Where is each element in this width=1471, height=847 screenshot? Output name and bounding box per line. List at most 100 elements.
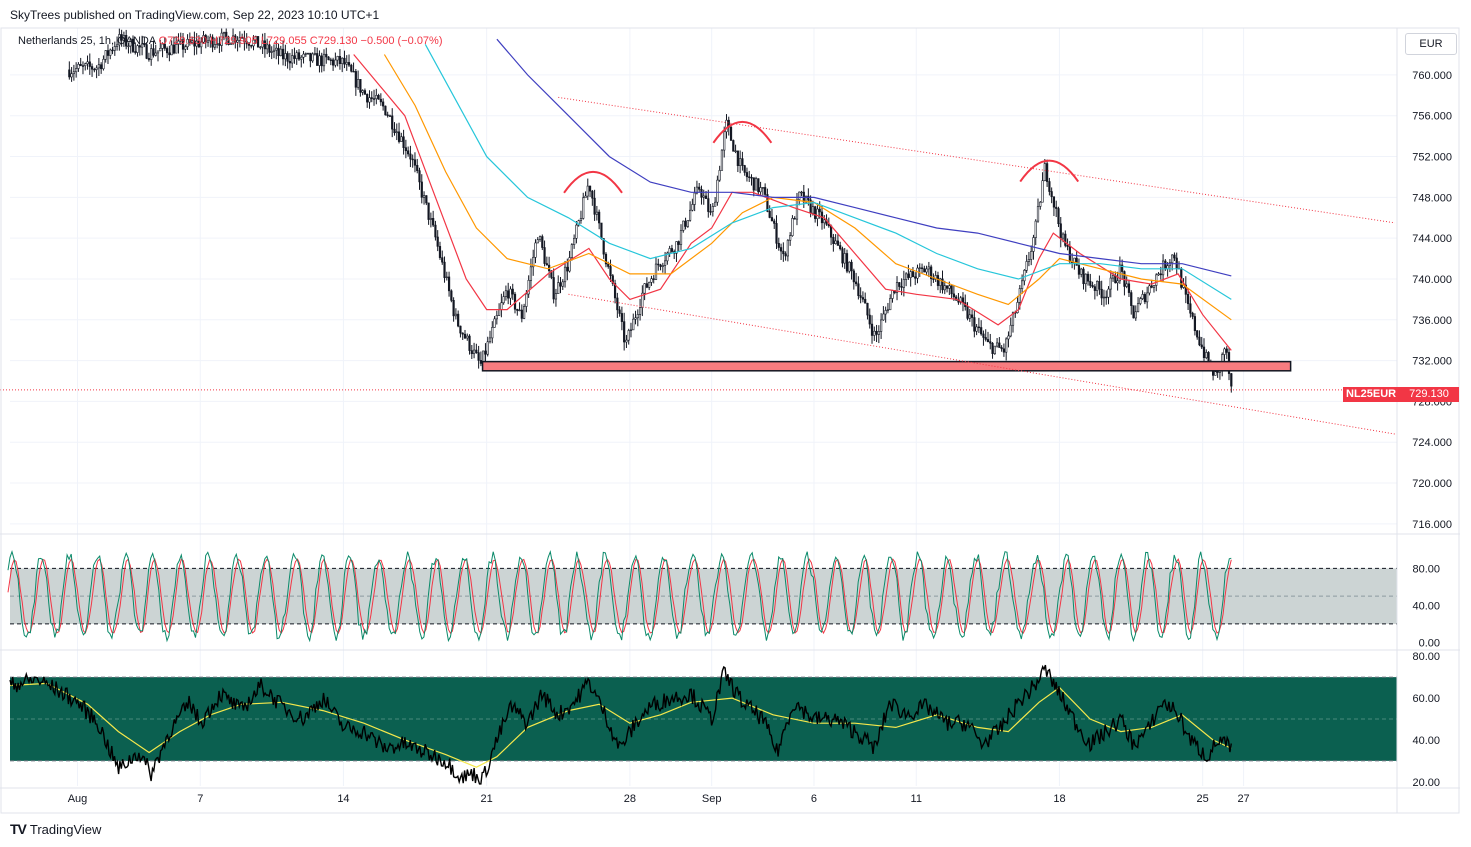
candle — [934, 270, 937, 282]
candle — [138, 44, 141, 56]
candle — [779, 243, 783, 260]
candle — [127, 42, 130, 54]
candle — [632, 313, 635, 331]
candle — [686, 219, 689, 228]
candle — [311, 52, 314, 63]
candle — [279, 45, 282, 57]
candle — [334, 52, 337, 68]
candle — [500, 293, 503, 318]
candle — [643, 283, 646, 301]
candle — [816, 202, 819, 227]
candle — [638, 298, 642, 321]
candle — [413, 152, 417, 173]
candle — [611, 274, 614, 287]
candle — [1177, 261, 1181, 270]
stoch-tick-label: 0.00 — [1419, 637, 1440, 649]
candle — [1189, 296, 1192, 318]
candle — [984, 329, 987, 342]
candle — [584, 191, 587, 199]
candle — [445, 271, 448, 281]
candle — [761, 187, 764, 196]
candle — [648, 281, 651, 291]
candle — [266, 38, 269, 55]
candle — [377, 93, 380, 100]
tradingview-logo[interactable]: TV TradingView — [10, 821, 101, 837]
candle — [834, 234, 837, 245]
candle — [384, 105, 387, 116]
y-tick-label: 756.000 — [1412, 111, 1452, 123]
candle — [209, 33, 212, 48]
candle — [579, 210, 583, 224]
candle — [79, 57, 82, 67]
candle — [306, 52, 310, 55]
candle — [545, 256, 548, 266]
candle — [211, 34, 214, 53]
candle — [454, 308, 457, 320]
candle — [379, 93, 382, 106]
candle — [870, 315, 874, 344]
candle — [552, 268, 555, 304]
candle — [161, 42, 164, 58]
candle — [486, 336, 489, 357]
candle — [434, 220, 437, 241]
candle — [472, 342, 476, 359]
candle — [286, 51, 289, 69]
y-tick-label: 760.000 — [1412, 70, 1452, 82]
candle — [959, 295, 962, 305]
candle — [75, 62, 78, 78]
stoch-tick-label: 80.00 — [1412, 563, 1440, 575]
candle — [661, 262, 664, 273]
candle — [332, 57, 335, 71]
candle — [143, 36, 146, 48]
candle — [1034, 219, 1037, 246]
candle — [1168, 259, 1172, 273]
candle — [388, 114, 392, 117]
change-value: −0.500 (−0.07%) — [360, 35, 443, 47]
candle — [170, 40, 173, 56]
candle — [247, 41, 251, 51]
stoch-tick-label: 40.00 — [1412, 600, 1440, 612]
candle — [402, 129, 405, 155]
candle — [568, 250, 571, 273]
rsi-tick-label: 80.00 — [1412, 651, 1440, 663]
currency-selector[interactable]: EUR — [1405, 33, 1457, 55]
candle — [570, 243, 573, 261]
candle — [432, 210, 435, 228]
candle — [764, 183, 767, 198]
candle — [188, 32, 191, 46]
candle — [725, 114, 728, 139]
candle — [452, 297, 455, 322]
candle — [302, 51, 305, 64]
candle — [475, 343, 478, 354]
candle — [197, 35, 201, 49]
candle — [407, 146, 410, 157]
candle — [591, 189, 594, 206]
candle — [95, 65, 98, 79]
candle — [905, 272, 908, 287]
candle — [316, 47, 319, 66]
candle — [964, 294, 967, 311]
candle — [980, 320, 983, 336]
candle — [743, 164, 746, 176]
x-tick-label: 21 — [481, 793, 493, 805]
x-tick-label: 14 — [337, 793, 349, 805]
candle — [477, 345, 480, 369]
candle — [1052, 196, 1056, 217]
moving-average-line — [383, 54, 1232, 321]
x-tick-label: 7 — [197, 793, 203, 805]
candle — [284, 44, 287, 67]
candle — [768, 205, 771, 219]
candle — [1030, 245, 1033, 266]
candle — [616, 292, 619, 318]
candle — [586, 178, 589, 201]
candle — [461, 332, 464, 341]
candle — [450, 289, 453, 303]
candle — [206, 35, 210, 47]
x-tick-label: 25 — [1197, 793, 1209, 805]
candle — [914, 272, 917, 286]
candle — [886, 302, 890, 314]
candle — [1171, 254, 1174, 271]
candle — [491, 321, 494, 344]
high-value: H729.905 — [210, 35, 258, 47]
